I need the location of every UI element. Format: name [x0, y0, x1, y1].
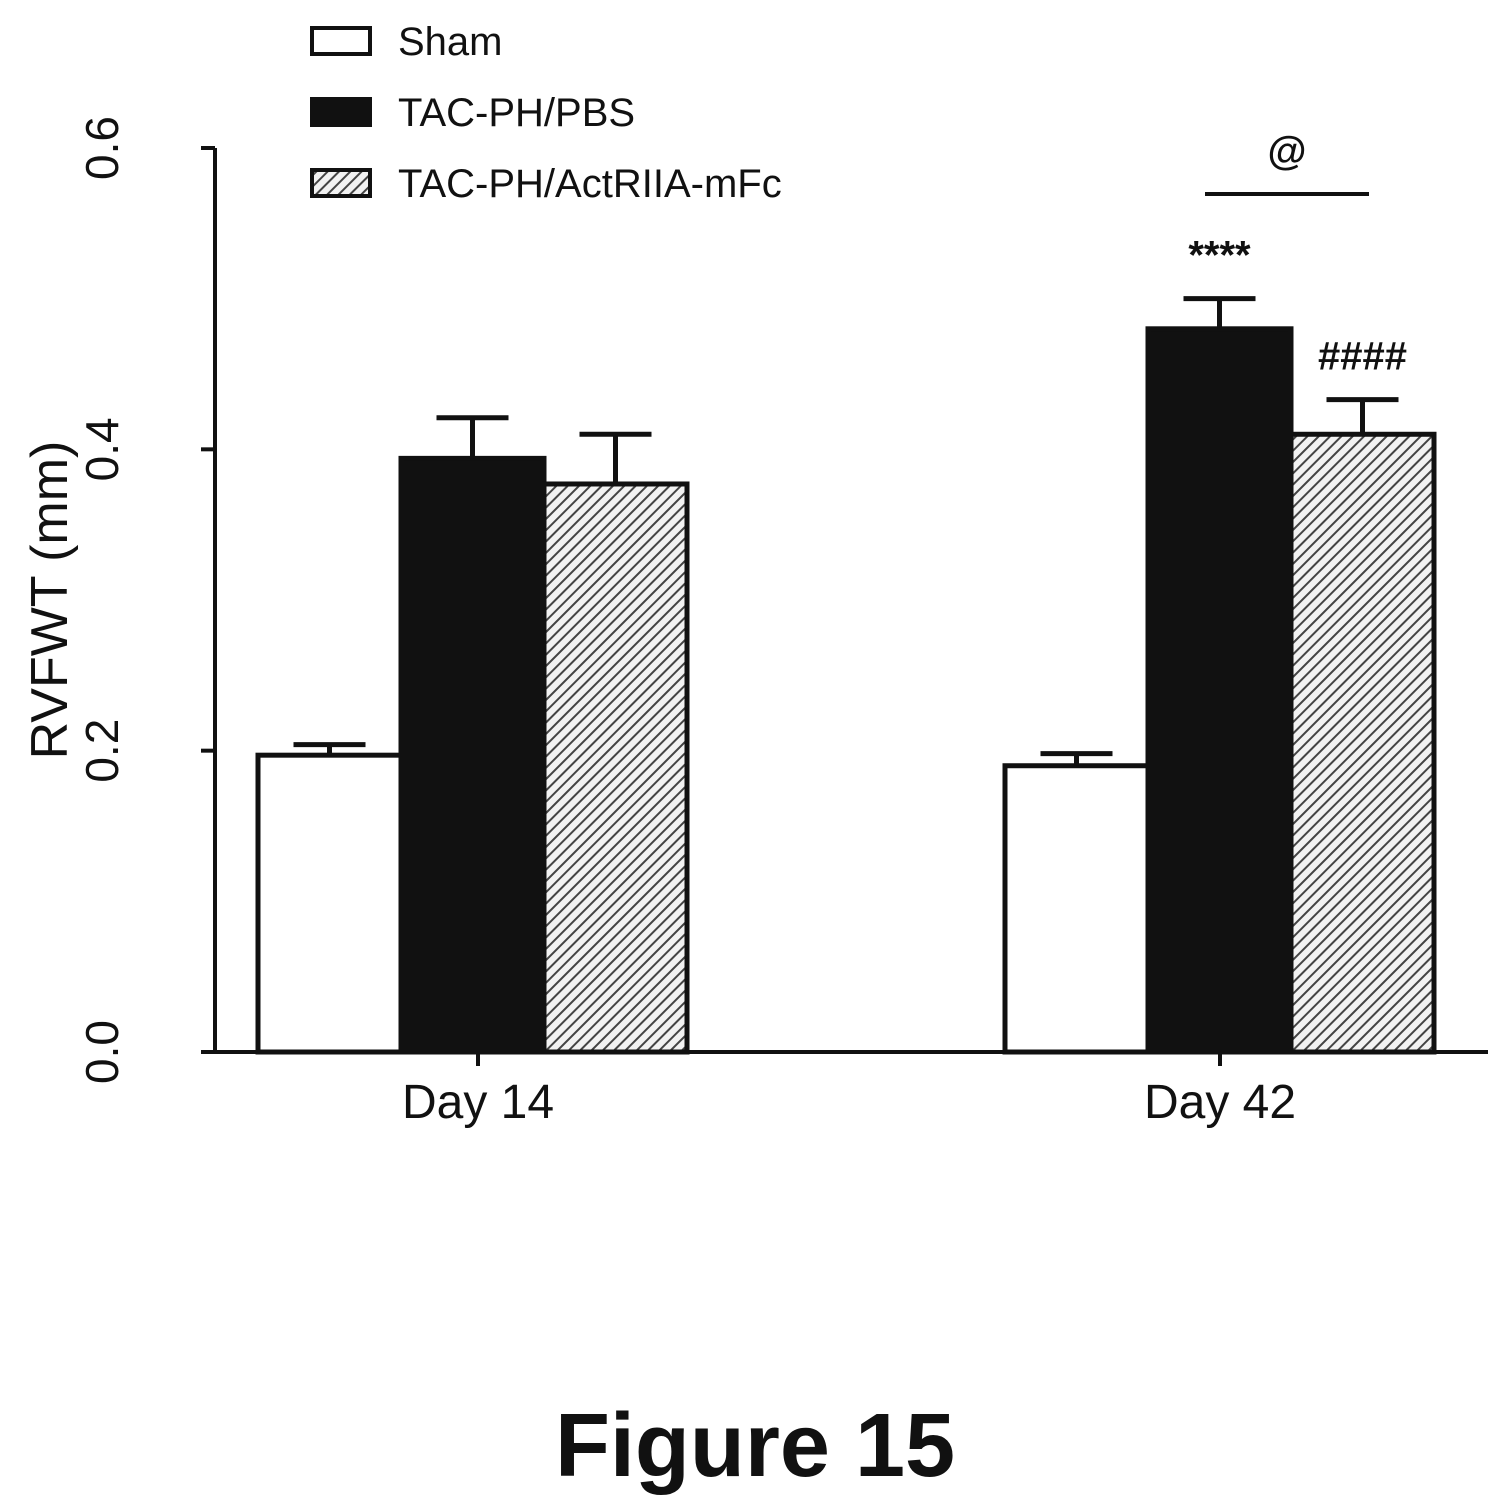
annotations: **** #### @ — [1188, 129, 1407, 379]
significance-marker: **** — [1188, 234, 1251, 278]
figure-caption: Figure 15 — [554, 1396, 956, 1496]
bars — [255, 296, 1437, 1055]
axes: 0.0 0.2 0.4 0.6 RVFWT (mm) Day 14 Day 42 — [21, 116, 1488, 1129]
legend-swatch — [310, 26, 372, 56]
bar — [398, 455, 547, 1055]
significance-marker: #### — [1318, 335, 1407, 379]
legend-label: TAC-PH/PBS — [398, 91, 635, 135]
legend-label: Sham — [398, 20, 503, 64]
y-tick-label: 0.4 — [76, 417, 128, 481]
y-tick-label: 0.0 — [76, 1020, 128, 1084]
y-tick-label: 0.6 — [76, 116, 128, 180]
legend-swatch — [310, 168, 372, 198]
y-axis-label: RVFWT (mm) — [21, 441, 79, 760]
x-category-label: Day 42 — [1144, 1076, 1296, 1129]
bar — [541, 481, 690, 1055]
legend-swatch — [310, 97, 372, 127]
legend: Sham TAC-PH/PBS TAC-PH/ActRIIA-mFc — [310, 20, 782, 206]
significance-label: @ — [1267, 129, 1306, 173]
bar — [1002, 763, 1151, 1055]
bar — [255, 752, 404, 1055]
bar — [1288, 431, 1437, 1055]
legend-label: TAC-PH/ActRIIA-mFc — [398, 162, 782, 206]
x-category-label: Day 14 — [402, 1076, 554, 1129]
y-tick-label: 0.2 — [76, 719, 128, 783]
bar — [1145, 326, 1294, 1055]
